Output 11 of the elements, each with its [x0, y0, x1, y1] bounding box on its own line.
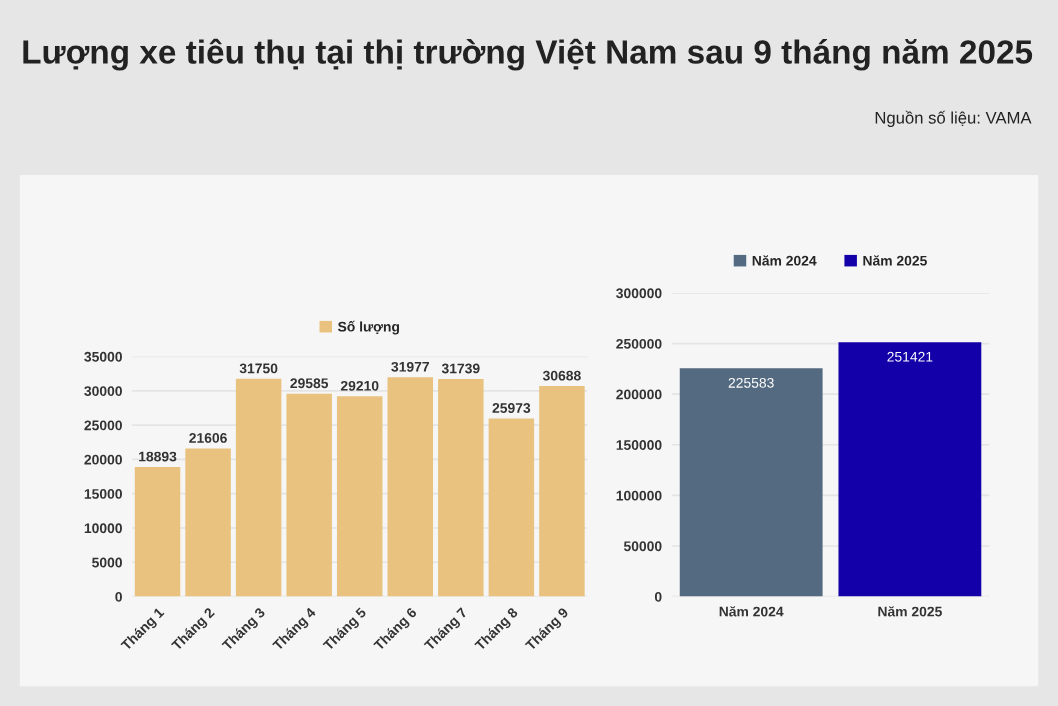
bar	[286, 393, 332, 597]
text: Nguồn số liệu: VAMA	[875, 110, 1032, 128]
bar	[134, 467, 181, 597]
bar	[539, 386, 585, 597]
bar	[387, 377, 434, 597]
bar	[336, 396, 383, 597]
bar	[488, 418, 535, 597]
bar	[235, 378, 282, 597]
bar	[438, 378, 484, 597]
bar	[185, 448, 231, 597]
chart-title: Lượng xe tiêu thụ tại thị trường Việt Nam sau 9 tháng năm 2025	[23, 38, 1033, 71]
